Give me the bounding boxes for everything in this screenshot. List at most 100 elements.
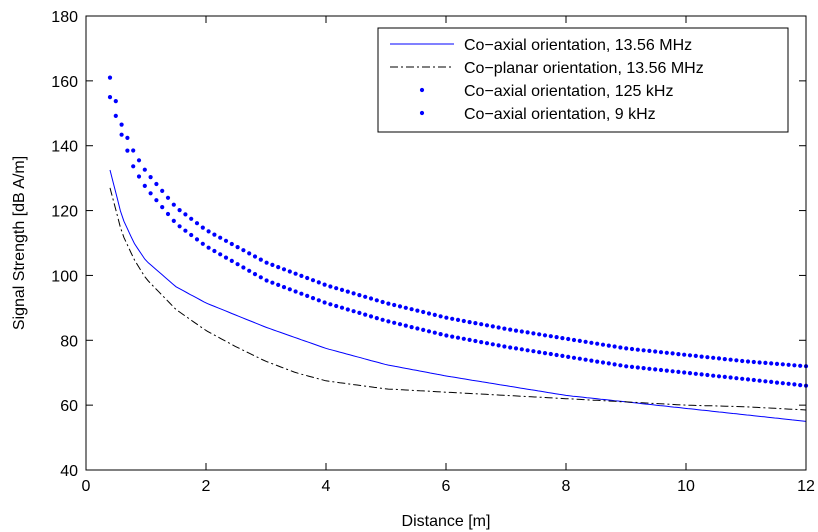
series-3-point (363, 294, 368, 299)
series-3-point (212, 232, 217, 237)
series-3-point (792, 363, 797, 368)
series-4-point (310, 296, 316, 301)
series-4-point (276, 282, 281, 287)
series-3-point (554, 335, 559, 340)
series-3-point (368, 296, 374, 301)
series-4-point (757, 378, 762, 383)
series-4-point (496, 343, 501, 348)
series-3-point (160, 188, 165, 193)
series-4-point (508, 345, 513, 350)
series-3-point (519, 329, 524, 334)
series-4-point (334, 303, 339, 309)
series-3-point (769, 361, 774, 366)
series-3-point (432, 312, 437, 317)
series-3-point (711, 355, 716, 360)
series-3-point (247, 251, 252, 256)
series-3-point (513, 328, 519, 333)
legend-label: Co−axial orientation, 125 kHz (464, 83, 673, 100)
series-3-point (618, 345, 623, 350)
series-4-point (676, 369, 681, 374)
series-3-point (258, 257, 263, 262)
x-tick-label: 4 (322, 478, 331, 495)
y-tick-label: 80 (60, 333, 78, 350)
series-3-point (223, 238, 229, 243)
series-3-point (305, 275, 310, 281)
series-3-point (235, 245, 240, 250)
series-4-point (751, 377, 756, 383)
series-4-point (792, 382, 797, 387)
series-3-point (763, 360, 768, 365)
series-4-point (374, 316, 379, 321)
series-3-point (693, 353, 698, 358)
x-tick-label: 2 (202, 478, 211, 495)
x-axis-label: Distance [m] (402, 513, 491, 530)
series-4-point (235, 262, 240, 267)
series-4-point (107, 95, 113, 100)
series-3-point (722, 357, 727, 362)
series-4-point (513, 346, 519, 351)
series-3-point (496, 325, 501, 330)
series-4-point (264, 278, 269, 283)
series-4-point (687, 371, 693, 376)
series-4-point (339, 305, 345, 310)
series-3-point (612, 344, 617, 349)
x-tick-label: 12 (797, 478, 815, 495)
series-3-point (786, 362, 791, 367)
series-3-point (699, 354, 704, 359)
series-4-point (693, 371, 698, 376)
series-3-point (113, 99, 118, 104)
x-tick-label: 0 (82, 478, 91, 495)
series-4-point (119, 132, 124, 137)
series-3-point (589, 340, 594, 345)
axes-layer: 0 2 4 6 8 10 12 40 60 80 100 120 140 160 180 (51, 9, 815, 495)
series-3-point (467, 320, 472, 325)
series-3-point (548, 334, 553, 339)
series-4-point (206, 245, 211, 250)
series-3-point (531, 331, 536, 336)
legend-swatch (419, 87, 425, 93)
series-3-point (415, 308, 420, 313)
series-4-point (734, 376, 739, 381)
series-4-point (409, 325, 414, 330)
series-3-point (670, 351, 675, 356)
series-3-point (218, 235, 223, 240)
y-tick-label: 120 (51, 204, 78, 221)
series-4-point (531, 349, 536, 354)
series-3-point (676, 352, 681, 357)
series-4-point (171, 218, 176, 223)
series-4-point (641, 366, 646, 371)
series-3-point (450, 316, 455, 321)
series-4-point (537, 350, 542, 355)
series-3-point (252, 254, 258, 259)
series-4-point (200, 241, 205, 246)
series-3-point (380, 299, 385, 305)
series-4-point (606, 361, 611, 366)
series-4-point (589, 358, 594, 363)
series-3-point (374, 298, 379, 303)
series-4-point (595, 359, 600, 364)
legend-box (377, 27, 789, 133)
series-3-point (479, 322, 484, 327)
series-4-point (664, 368, 669, 373)
series-4-point (629, 364, 635, 369)
series-4-point (571, 355, 577, 360)
legend-label: Co−planar orientation, 13.56 MHz (464, 60, 704, 77)
series-3-point (542, 333, 548, 338)
series-3-point (577, 338, 582, 343)
series-3-point (281, 267, 287, 272)
series-4-point (484, 341, 490, 346)
series-4-point (763, 379, 768, 384)
series-3-point (316, 280, 321, 285)
series-3-point (264, 260, 269, 265)
series-4-point (647, 366, 652, 371)
series-4-point (635, 365, 640, 370)
series-3-point (241, 248, 246, 253)
series-4-point (722, 374, 727, 379)
y-tick-label: 40 (60, 463, 78, 480)
series-4-point (600, 360, 606, 365)
series-3-point (357, 293, 362, 298)
series-4-point (299, 291, 304, 296)
series-3-point (687, 353, 693, 358)
series-4-point (711, 373, 716, 378)
